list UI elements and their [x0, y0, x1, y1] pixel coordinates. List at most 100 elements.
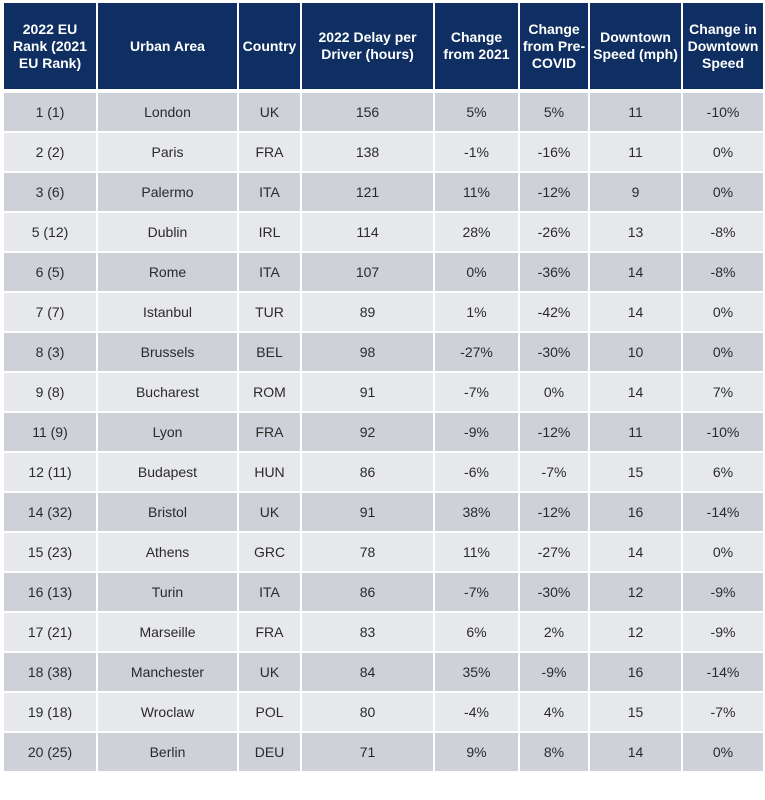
- urban-area-cell: Budapest: [96, 451, 239, 493]
- delay-cell: 91: [300, 371, 435, 413]
- change-downtown-speed-cell: 0%: [681, 171, 765, 213]
- table-row: 16 (13) Turin ITA 86 -7% -30% 12 -9%: [2, 571, 765, 613]
- rank-cell: 3 (6): [2, 171, 98, 213]
- country-cell: IRL: [237, 211, 302, 253]
- delay-cell: 121: [300, 171, 435, 213]
- country-cell: UK: [237, 491, 302, 533]
- change-downtown-speed-cell: -10%: [681, 411, 765, 453]
- downtown-speed-cell: 11: [588, 131, 683, 173]
- table-row: 9 (8) Bucharest ROM 91 -7% 0% 14 7%: [2, 371, 765, 413]
- change-2021-cell: 5%: [433, 89, 520, 133]
- delay-cell: 84: [300, 651, 435, 693]
- urban-area-cell: Lyon: [96, 411, 239, 453]
- urban-area-cell: Dublin: [96, 211, 239, 253]
- country-cell: DEU: [237, 731, 302, 773]
- delay-cell: 91: [300, 491, 435, 533]
- column-header-downtown-speed: Downtown Speed (mph): [588, 1, 683, 92]
- urban-area-cell: Athens: [96, 531, 239, 573]
- change-precovid-cell: -30%: [518, 331, 590, 373]
- country-cell: GRC: [237, 531, 302, 573]
- change-2021-cell: 11%: [433, 531, 520, 573]
- urban-area-cell: Istanbul: [96, 291, 239, 333]
- change-downtown-speed-cell: 6%: [681, 451, 765, 493]
- downtown-speed-cell: 14: [588, 371, 683, 413]
- change-downtown-speed-cell: -10%: [681, 89, 765, 133]
- change-2021-cell: -6%: [433, 451, 520, 493]
- urban-area-cell: Bristol: [96, 491, 239, 533]
- downtown-speed-cell: 10: [588, 331, 683, 373]
- rank-cell: 14 (32): [2, 491, 98, 533]
- change-precovid-cell: -12%: [518, 411, 590, 453]
- change-2021-cell: -7%: [433, 571, 520, 613]
- table-row: 3 (6) Palermo ITA 121 11% -12% 9 0%: [2, 171, 765, 213]
- table-row: 12 (11) Budapest HUN 86 -6% -7% 15 6%: [2, 451, 765, 493]
- downtown-speed-cell: 11: [588, 411, 683, 453]
- change-downtown-speed-cell: -14%: [681, 491, 765, 533]
- country-cell: TUR: [237, 291, 302, 333]
- table-row: 20 (25) Berlin DEU 71 9% 8% 14 0%: [2, 731, 765, 773]
- column-header-change-2021: Change from 2021: [433, 1, 520, 92]
- rank-cell: 2 (2): [2, 131, 98, 173]
- delay-cell: 71: [300, 731, 435, 773]
- change-downtown-speed-cell: 0%: [681, 731, 765, 773]
- country-cell: ITA: [237, 171, 302, 213]
- traffic-delay-table: 2022 EU Rank (2021 EU Rank) Urban Area C…: [2, 1, 765, 773]
- change-downtown-speed-cell: -8%: [681, 251, 765, 293]
- table-row: 1 (1) London UK 156 5% 5% 11 -10%: [2, 89, 765, 133]
- rank-cell: 11 (9): [2, 411, 98, 453]
- change-2021-cell: 11%: [433, 171, 520, 213]
- column-header-rank: 2022 EU Rank (2021 EU Rank): [2, 1, 98, 92]
- rank-cell: 9 (8): [2, 371, 98, 413]
- change-precovid-cell: -9%: [518, 651, 590, 693]
- change-2021-cell: -1%: [433, 131, 520, 173]
- country-cell: ROM: [237, 371, 302, 413]
- change-2021-cell: -4%: [433, 691, 520, 733]
- rank-cell: 8 (3): [2, 331, 98, 373]
- urban-area-cell: Rome: [96, 251, 239, 293]
- downtown-speed-cell: 11: [588, 89, 683, 133]
- country-cell: POL: [237, 691, 302, 733]
- table-row: 15 (23) Athens GRC 78 11% -27% 14 0%: [2, 531, 765, 573]
- table-body: 1 (1) London UK 156 5% 5% 11 -10% 2 (2) Paris FRA 1…: [2, 89, 765, 773]
- rank-cell: 15 (23): [2, 531, 98, 573]
- table-row: 8 (3) Brussels BEL 98 -27% -30% 10 0%: [2, 331, 765, 373]
- delay-cell: 80: [300, 691, 435, 733]
- column-header-country: Country: [237, 1, 302, 92]
- downtown-speed-cell: 15: [588, 691, 683, 733]
- country-cell: BEL: [237, 331, 302, 373]
- change-downtown-speed-cell: -9%: [681, 611, 765, 653]
- delay-cell: 156: [300, 89, 435, 133]
- downtown-speed-cell: 15: [588, 451, 683, 493]
- column-header-change-precovid: Change from Pre-COVID: [518, 1, 590, 92]
- change-downtown-speed-cell: -9%: [681, 571, 765, 613]
- downtown-speed-cell: 12: [588, 571, 683, 613]
- delay-cell: 138: [300, 131, 435, 173]
- downtown-speed-cell: 13: [588, 211, 683, 253]
- downtown-speed-cell: 9: [588, 171, 683, 213]
- delay-cell: 86: [300, 451, 435, 493]
- urban-area-cell: London: [96, 89, 239, 133]
- delay-cell: 89: [300, 291, 435, 333]
- table-row: 14 (32) Bristol UK 91 38% -12% 16 -14%: [2, 491, 765, 533]
- change-precovid-cell: -30%: [518, 571, 590, 613]
- change-precovid-cell: -7%: [518, 451, 590, 493]
- table-row: 2 (2) Paris FRA 138 -1% -16% 11 0%: [2, 131, 765, 173]
- column-header-delay: 2022 Delay per Driver (hours): [300, 1, 435, 92]
- change-downtown-speed-cell: 7%: [681, 371, 765, 413]
- country-cell: UK: [237, 651, 302, 693]
- change-2021-cell: 0%: [433, 251, 520, 293]
- change-precovid-cell: 8%: [518, 731, 590, 773]
- downtown-speed-cell: 14: [588, 291, 683, 333]
- change-downtown-speed-cell: 0%: [681, 291, 765, 333]
- rank-cell: 19 (18): [2, 691, 98, 733]
- urban-area-cell: Berlin: [96, 731, 239, 773]
- table-row: 11 (9) Lyon FRA 92 -9% -12% 11 -10%: [2, 411, 765, 453]
- change-precovid-cell: -27%: [518, 531, 590, 573]
- change-2021-cell: -7%: [433, 371, 520, 413]
- delay-cell: 98: [300, 331, 435, 373]
- column-header-urban-area: Urban Area: [96, 1, 239, 92]
- downtown-speed-cell: 12: [588, 611, 683, 653]
- change-precovid-cell: 5%: [518, 89, 590, 133]
- urban-area-cell: Palermo: [96, 171, 239, 213]
- rank-cell: 1 (1): [2, 89, 98, 133]
